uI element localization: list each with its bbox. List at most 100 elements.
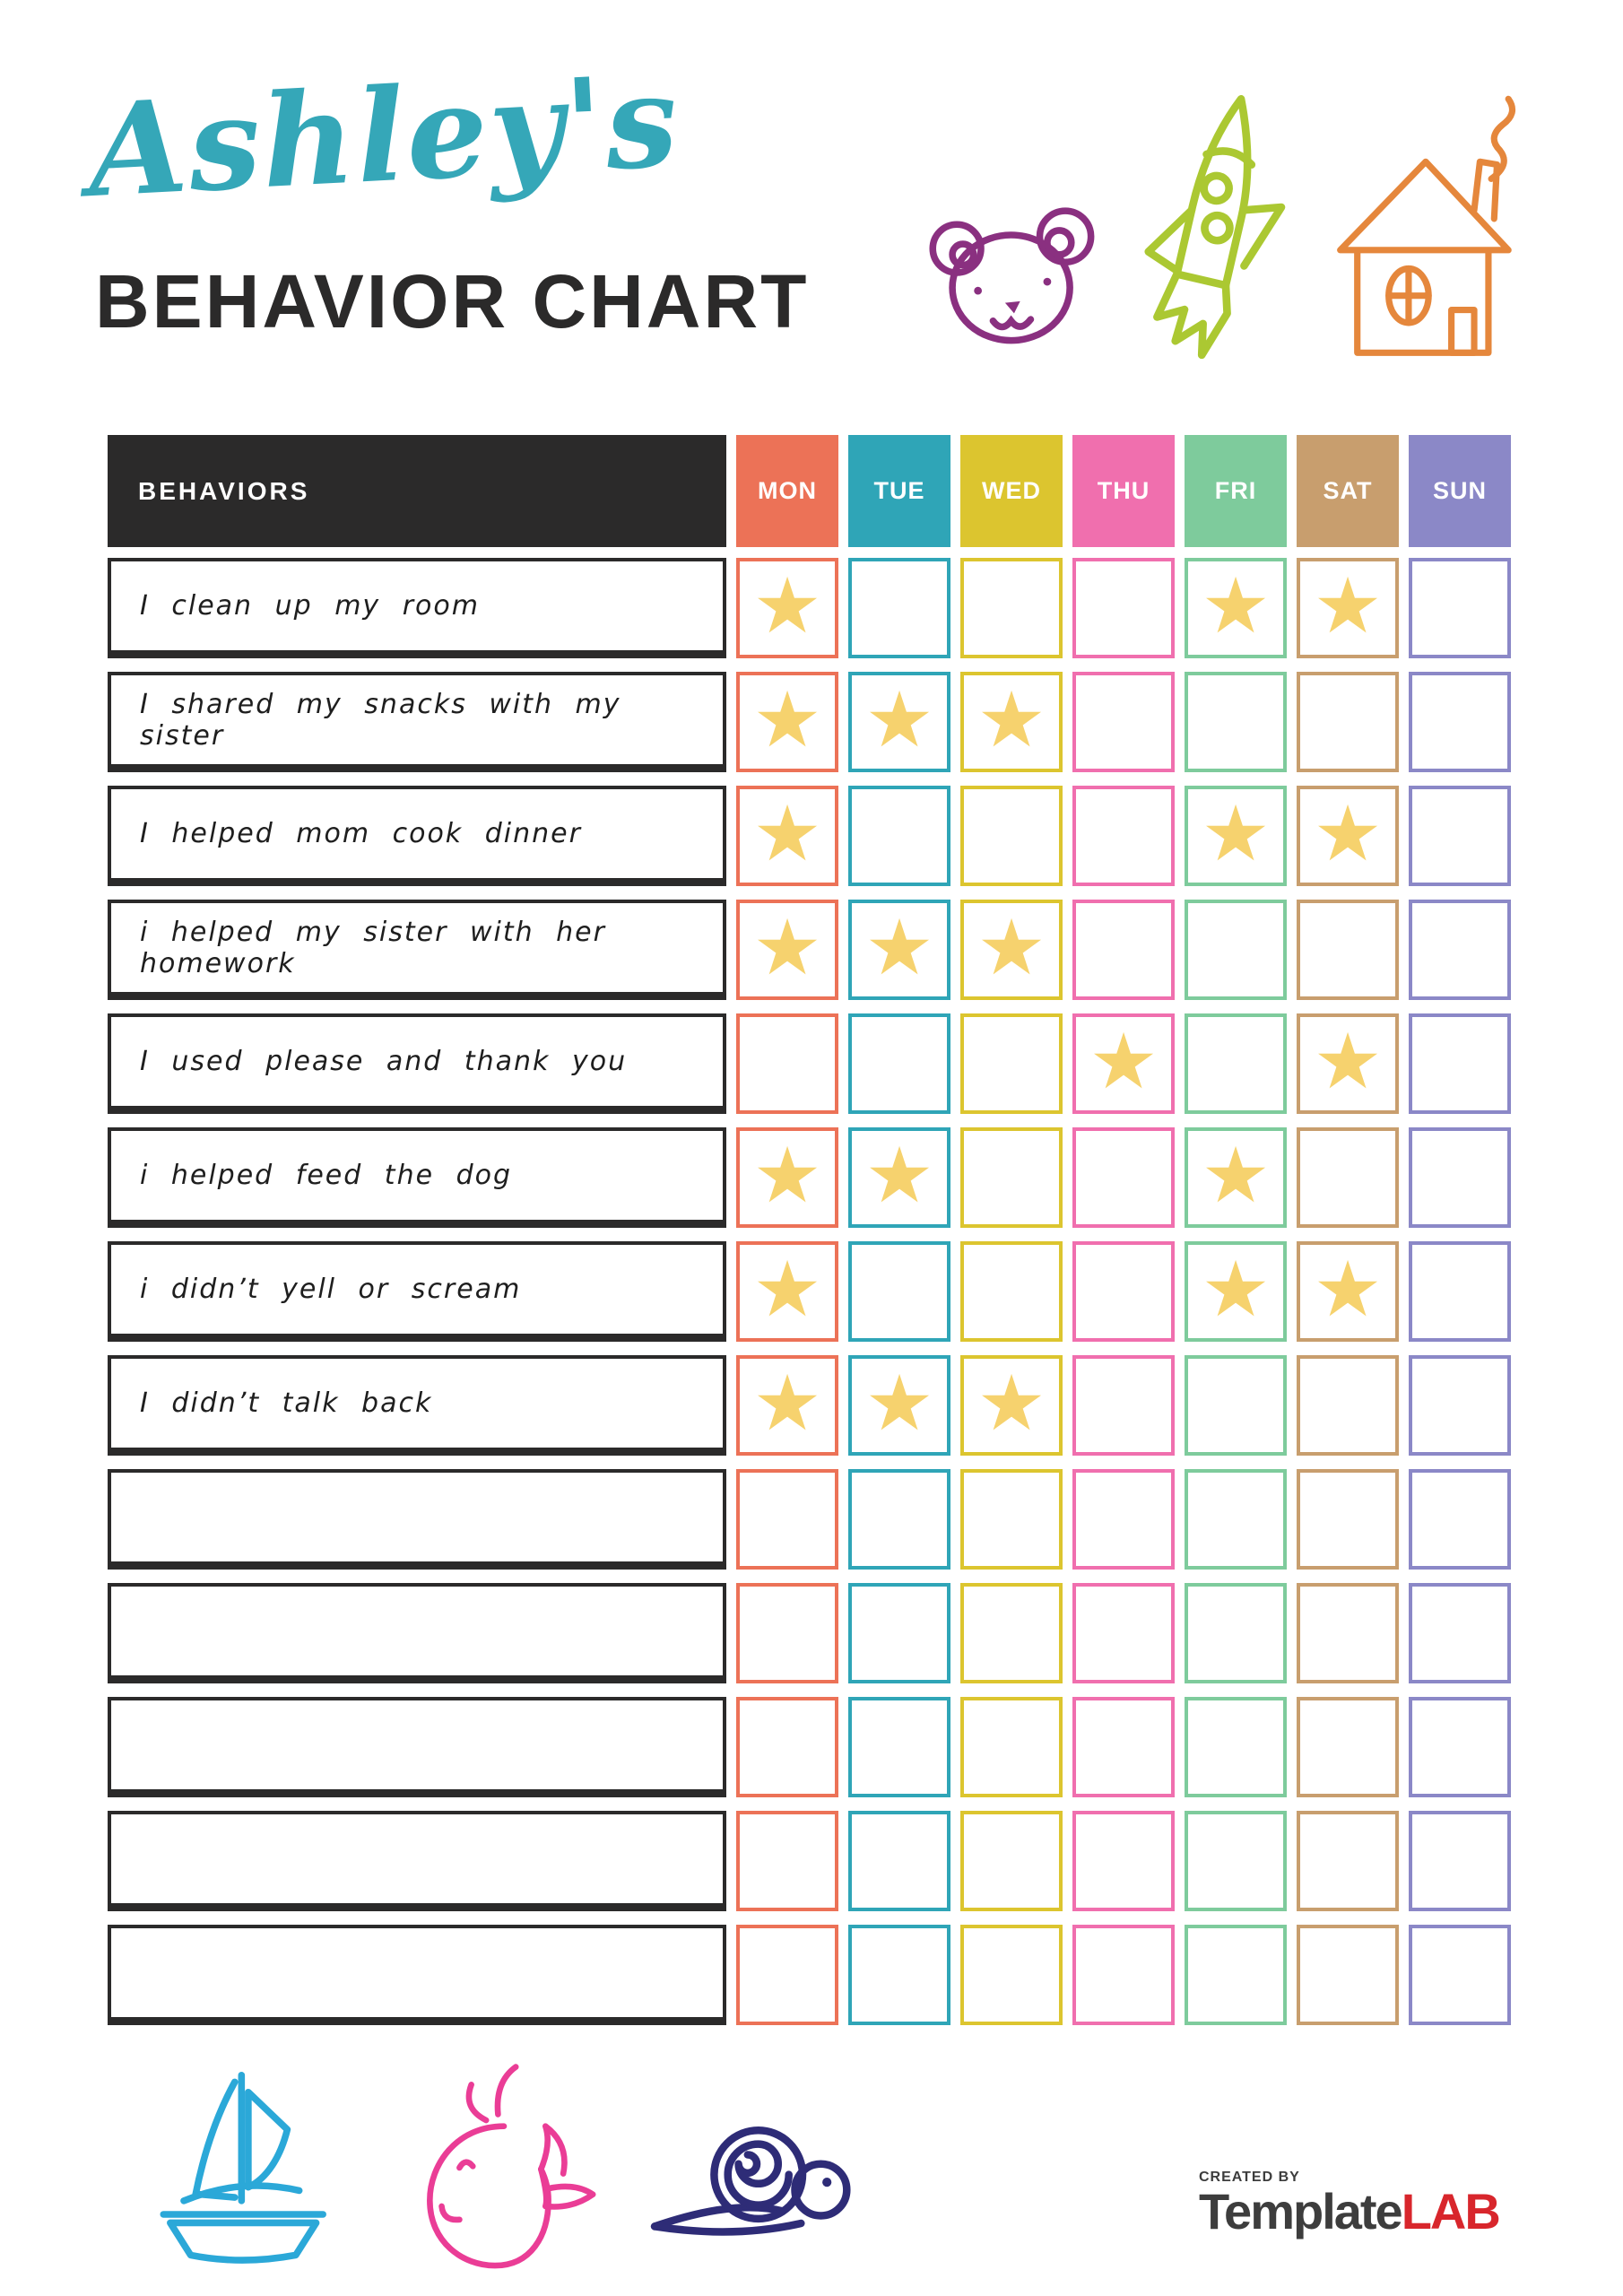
star-cell-sat[interactable]: ★	[1297, 1013, 1399, 1114]
star-cell-tue[interactable]	[848, 1241, 950, 1342]
star-cell-sat[interactable]	[1297, 672, 1399, 772]
star-cell-sat[interactable]: ★	[1297, 786, 1399, 886]
star-cell-sat[interactable]: ★	[1297, 558, 1399, 658]
star-cell-tue[interactable]	[848, 1925, 950, 2025]
star-cell-thu[interactable]	[1072, 900, 1175, 1000]
star-cell-sun[interactable]	[1409, 558, 1511, 658]
star-cell-mon[interactable]	[736, 1583, 838, 1683]
star-cell-wed[interactable]	[960, 1013, 1063, 1114]
star-cell-fri[interactable]	[1185, 1925, 1287, 2025]
star-cell-mon[interactable]: ★	[736, 1241, 838, 1342]
star-cell-sun[interactable]	[1409, 1127, 1511, 1228]
star-cell-sun[interactable]	[1409, 1697, 1511, 1797]
star-cell-mon[interactable]	[736, 1925, 838, 2025]
star-cell-thu[interactable]	[1072, 1355, 1175, 1456]
star-icon: ★	[752, 1245, 822, 1335]
star-cell-tue[interactable]	[848, 558, 950, 658]
star-cell-sat[interactable]	[1297, 1811, 1399, 1911]
star-cell-fri[interactable]	[1185, 672, 1287, 772]
star-cell-sat[interactable]	[1297, 1355, 1399, 1456]
star-cell-sun[interactable]	[1409, 1355, 1511, 1456]
star-cell-wed[interactable]: ★	[960, 900, 1063, 1000]
star-cell-thu[interactable]	[1072, 1811, 1175, 1911]
star-cell-sun[interactable]	[1409, 1583, 1511, 1683]
star-cell-wed[interactable]	[960, 1241, 1063, 1342]
star-cell-fri[interactable]	[1185, 1355, 1287, 1456]
star-cell-wed[interactable]: ★	[960, 1355, 1063, 1456]
star-cell-mon[interactable]: ★	[736, 900, 838, 1000]
star-cell-fri[interactable]	[1185, 1697, 1287, 1797]
star-cell-tue[interactable]: ★	[848, 1355, 950, 1456]
star-cell-sun[interactable]	[1409, 1925, 1511, 2025]
star-cell-thu[interactable]	[1072, 672, 1175, 772]
star-cell-mon[interactable]: ★	[736, 672, 838, 772]
star-cell-wed[interactable]	[960, 558, 1063, 658]
star-cell-mon[interactable]	[736, 1697, 838, 1797]
star-cell-tue[interactable]	[848, 1013, 950, 1114]
star-cell-tue[interactable]: ★	[848, 900, 950, 1000]
star-cell-mon[interactable]: ★	[736, 1127, 838, 1228]
star-cell-mon[interactable]: ★	[736, 786, 838, 886]
star-cell-sat[interactable]	[1297, 900, 1399, 1000]
star-cell-sat[interactable]	[1297, 1127, 1399, 1228]
star-cell-mon[interactable]	[736, 1811, 838, 1911]
star-cell-tue[interactable]	[848, 1697, 950, 1797]
star-cell-tue[interactable]: ★	[848, 672, 950, 772]
star-cell-sat[interactable]	[1297, 1469, 1399, 1570]
star-cell-fri[interactable]	[1185, 1013, 1287, 1114]
behavior-label-cell: I used please and thank you	[108, 1013, 726, 1114]
whale-doodle-icon	[387, 2052, 621, 2274]
star-cell-sat[interactable]: ★	[1297, 1241, 1399, 1342]
star-cell-sun[interactable]	[1409, 672, 1511, 772]
star-cell-fri[interactable]: ★	[1185, 1241, 1287, 1342]
star-cell-fri[interactable]: ★	[1185, 558, 1287, 658]
star-cell-thu[interactable]	[1072, 558, 1175, 658]
star-cell-mon[interactable]	[736, 1469, 838, 1570]
star-cell-fri[interactable]: ★	[1185, 1127, 1287, 1228]
star-cell-wed[interactable]	[960, 1697, 1063, 1797]
star-cell-tue[interactable]	[848, 1811, 950, 1911]
star-cell-fri[interactable]	[1185, 1583, 1287, 1683]
star-cell-wed[interactable]: ★	[960, 672, 1063, 772]
star-cell-tue[interactable]	[848, 1469, 950, 1570]
table-header-row: BEHAVIORS MON TUE WED THU FRI SAT SUN	[108, 435, 1511, 547]
star-cell-wed[interactable]	[960, 786, 1063, 886]
star-cell-thu[interactable]: ★	[1072, 1013, 1175, 1114]
star-cell-thu[interactable]	[1072, 786, 1175, 886]
star-cell-sat[interactable]	[1297, 1583, 1399, 1683]
star-cell-wed[interactable]	[960, 1127, 1063, 1228]
star-cell-fri[interactable]	[1185, 1811, 1287, 1911]
star-cell-wed[interactable]	[960, 1811, 1063, 1911]
star-cell-fri[interactable]: ★	[1185, 786, 1287, 886]
star-cell-sun[interactable]	[1409, 1241, 1511, 1342]
star-cell-sat[interactable]	[1297, 1925, 1399, 2025]
star-cell-mon[interactable]	[736, 1013, 838, 1114]
star-cell-tue[interactable]	[848, 1583, 950, 1683]
star-cell-wed[interactable]	[960, 1469, 1063, 1570]
star-cell-thu[interactable]	[1072, 1241, 1175, 1342]
star-cell-fri[interactable]	[1185, 1469, 1287, 1570]
behavior-label: i helped my sister with her homework	[140, 916, 606, 979]
star-cell-sun[interactable]	[1409, 1469, 1511, 1570]
star-icon: ★	[752, 561, 822, 651]
star-cell-sun[interactable]	[1409, 1811, 1511, 1911]
star-cell-thu[interactable]	[1072, 1697, 1175, 1797]
day-header-tue: TUE	[848, 435, 950, 547]
star-cell-thu[interactable]	[1072, 1583, 1175, 1683]
star-cell-wed[interactable]	[960, 1925, 1063, 2025]
star-cell-wed[interactable]	[960, 1583, 1063, 1683]
star-cell-sun[interactable]	[1409, 786, 1511, 886]
star-cell-thu[interactable]	[1072, 1925, 1175, 2025]
star-cell-mon[interactable]: ★	[736, 1355, 838, 1456]
star-cell-tue[interactable]	[848, 786, 950, 886]
star-cell-fri[interactable]	[1185, 900, 1287, 1000]
star-cell-sun[interactable]	[1409, 1013, 1511, 1114]
star-cell-sun[interactable]	[1409, 900, 1511, 1000]
table-row: I helped mom cook dinner ★ ★ ★	[108, 786, 1511, 886]
star-cell-thu[interactable]	[1072, 1469, 1175, 1570]
star-cell-thu[interactable]	[1072, 1127, 1175, 1228]
star-cell-sat[interactable]	[1297, 1697, 1399, 1797]
star-cell-tue[interactable]: ★	[848, 1127, 950, 1228]
star-cell-mon[interactable]: ★	[736, 558, 838, 658]
star-icon: ★	[976, 903, 1046, 993]
